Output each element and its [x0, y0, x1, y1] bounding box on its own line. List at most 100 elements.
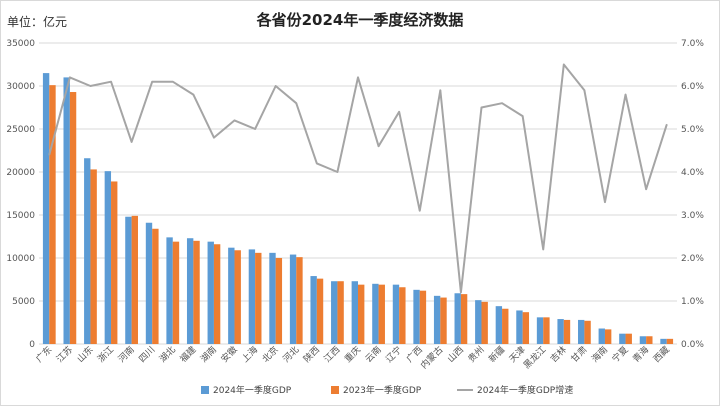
bar-2023: [296, 257, 303, 344]
growth-point: [665, 123, 668, 126]
category-label: 黑龙江: [521, 344, 549, 372]
growth-point: [501, 102, 503, 104]
right-tick-label: 4.0%: [681, 168, 704, 178]
bar-2024: [598, 328, 605, 344]
legend-swatch: [201, 386, 209, 394]
growth-point: [583, 89, 586, 92]
bar-2024: [248, 249, 256, 344]
left-tick-label: 25000: [6, 125, 35, 135]
growth-point: [439, 89, 442, 92]
bar-2024: [84, 158, 91, 344]
unit-label: 单位：亿元: [7, 15, 68, 29]
growth-point: [295, 102, 298, 104]
growth-point: [418, 209, 421, 212]
right-tick-label: 0.0%: [681, 340, 704, 350]
category-label: 江西: [322, 344, 343, 365]
bar-2023: [419, 290, 427, 344]
bar-2024: [104, 171, 112, 344]
bar-2023: [358, 284, 365, 344]
legend-swatch: [331, 386, 339, 394]
bar-2023: [316, 278, 324, 344]
bar-2023: [193, 240, 200, 344]
bar-2024: [125, 216, 132, 344]
category-label: 辽宁: [383, 344, 404, 365]
bar-2023: [69, 92, 77, 345]
bar-2024: [454, 293, 461, 344]
growth-point: [398, 111, 400, 113]
category-label: 陕西: [301, 344, 322, 365]
growth-point: [69, 76, 71, 79]
growth-point: [521, 115, 524, 117]
bar-2024: [413, 289, 420, 344]
growth-point: [377, 145, 380, 147]
right-tick-label: 1.0%: [681, 297, 704, 307]
growth-line: [48, 63, 668, 294]
category-label: 甘肃: [568, 344, 589, 365]
bar-2023: [49, 85, 56, 344]
bar-2024: [619, 333, 626, 344]
bar-2024: [289, 254, 297, 344]
bar-2024: [639, 336, 647, 344]
left-tick-label: 0: [29, 340, 35, 350]
bar-2024: [495, 306, 503, 344]
right-tick-label: 2.0%: [681, 254, 704, 264]
bar-2024: [207, 241, 214, 344]
left-tick-label: 20000: [6, 168, 35, 178]
bar-2024: [186, 238, 194, 344]
bar-2023: [275, 258, 283, 344]
growth-point: [110, 80, 112, 83]
bar-2023: [604, 329, 612, 344]
bar-2023: [440, 297, 447, 344]
bar-2023: [152, 228, 159, 344]
growth-point: [316, 162, 318, 165]
category-label: 内蒙古: [418, 344, 446, 372]
growth-point: [357, 76, 359, 79]
bar-2023: [131, 215, 138, 344]
left-tick-label: 10000: [6, 254, 35, 264]
growth-point: [89, 85, 92, 87]
bar-2023: [481, 301, 488, 344]
right-tick-label: 3.0%: [681, 211, 704, 221]
bar-2024: [516, 310, 523, 344]
category-label: 河南: [116, 344, 137, 365]
growth-point: [563, 63, 565, 66]
category-label: 北京: [260, 344, 281, 365]
category-label: 新疆: [486, 344, 507, 365]
bar-2024: [372, 283, 379, 344]
growth-point: [151, 80, 153, 83]
bar-2023: [90, 169, 97, 344]
bar-2024: [310, 276, 317, 344]
bar-2023: [543, 317, 550, 344]
bar-2023: [111, 181, 118, 344]
left-tick-label: 35000: [6, 39, 35, 49]
category-label: 贵州: [465, 344, 486, 365]
category-label: 山西: [446, 344, 467, 365]
category-label: 山东: [74, 344, 95, 365]
right-tick-label: 7.0%: [681, 39, 704, 49]
bar-2024: [433, 295, 441, 344]
bar-2024: [475, 300, 482, 344]
bar-2023: [460, 294, 468, 344]
category-label: 宁夏: [609, 344, 630, 365]
growth-point: [624, 93, 627, 96]
bar-2023: [584, 320, 591, 344]
category-label: 安徽: [218, 344, 239, 365]
category-label: 江苏: [54, 344, 75, 365]
bar-2024: [166, 237, 173, 344]
left-axis: 0 5000 10000 15000 20000 25000 30000 35000: [6, 39, 35, 350]
bar-2023: [378, 284, 385, 344]
growth-point: [274, 85, 277, 87]
left-tick-label: 5000: [12, 297, 35, 307]
bar-2024: [42, 73, 50, 344]
growth-point: [480, 106, 483, 109]
bar-2023: [337, 281, 344, 344]
bar-2023: [172, 241, 180, 344]
bar-2024: [269, 252, 276, 344]
legend: 2024年一季度GDP 2023年一季度GDP 2024年一季度GDP增速: [201, 384, 573, 396]
growth-point: [233, 119, 236, 122]
bar-2023: [255, 252, 262, 344]
category-label: 福建: [177, 344, 198, 365]
category-label: 湖北: [157, 344, 178, 365]
growth-point: [604, 201, 606, 203]
